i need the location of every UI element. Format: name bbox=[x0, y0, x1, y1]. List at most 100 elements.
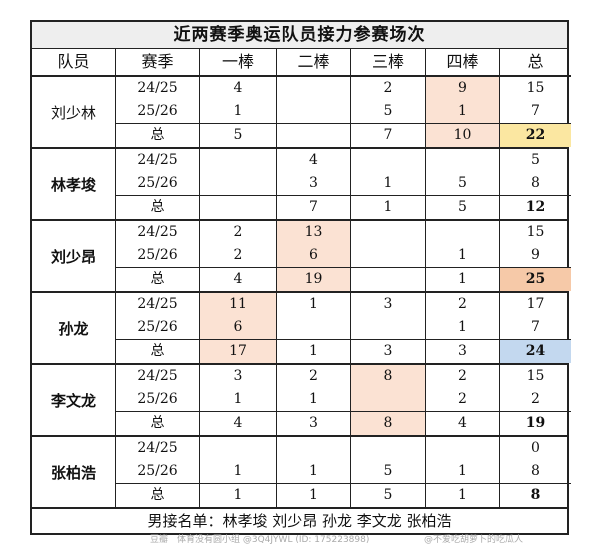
leg2-total: 3 bbox=[276, 411, 350, 435]
season-cell: 25/26 bbox=[115, 316, 199, 339]
leg3-cell bbox=[350, 437, 425, 460]
leg2-cell bbox=[276, 100, 350, 123]
leg3-cell bbox=[350, 316, 425, 339]
season-total-label: 总 bbox=[115, 411, 199, 435]
header-leg-4: 四棒 bbox=[425, 49, 499, 77]
leg3-cell: 5 bbox=[350, 460, 425, 483]
leg4-cell: 2 bbox=[425, 293, 499, 316]
player-block-sun-long: 孙龙 24/25 11 1 3 2 17 25/26 6 1 7 总 17 1 … bbox=[30, 293, 571, 365]
player-block-li-wenlong: 李文龙 24/25 3 2 8 2 15 25/26 1 1 2 2 总 4 3… bbox=[30, 365, 571, 437]
grand-total: 22 bbox=[499, 123, 571, 147]
total-cell: 0 bbox=[499, 437, 571, 460]
leg4-total: 5 bbox=[425, 195, 499, 219]
grand-total: 25 bbox=[499, 267, 571, 291]
leg1-cell bbox=[199, 149, 276, 172]
leg1-cell: 3 bbox=[199, 365, 276, 388]
leg1-cell: 6 bbox=[199, 316, 276, 339]
leg4-cell bbox=[425, 221, 499, 244]
season-cell: 25/26 bbox=[115, 460, 199, 483]
player-name: 孙龙 bbox=[58, 319, 89, 338]
leg1-total: 4 bbox=[199, 267, 276, 291]
leg2-cell: 3 bbox=[276, 172, 350, 195]
leg4-cell: 1 bbox=[425, 244, 499, 267]
leg3-total: 5 bbox=[350, 483, 425, 507]
total-cell: 5 bbox=[499, 149, 571, 172]
leg4-cell bbox=[425, 149, 499, 172]
leg1-total: 5 bbox=[199, 123, 276, 147]
leg3-total: 3 bbox=[350, 339, 425, 363]
leg3-cell: 5 bbox=[350, 100, 425, 123]
leg3-total: 1 bbox=[350, 195, 425, 219]
total-cell: 15 bbox=[499, 365, 571, 388]
header-season: 赛季 bbox=[115, 49, 199, 77]
player-name: 刘少林 bbox=[50, 103, 96, 122]
leg3-total: 8 bbox=[350, 411, 425, 435]
leg4-cell bbox=[425, 437, 499, 460]
season-cell: 24/25 bbox=[115, 149, 199, 172]
watermark-left: 豆瓣 体育没有圆小组 @3Q4JYWL (ID: 175223898) bbox=[150, 535, 370, 545]
season-total-label: 总 bbox=[115, 123, 199, 147]
total-cell: 15 bbox=[499, 77, 571, 100]
leg4-total: 3 bbox=[425, 339, 499, 363]
leg1-total: 1 bbox=[199, 483, 276, 507]
header-total: 总 bbox=[499, 49, 571, 77]
total-cell: 2 bbox=[499, 388, 571, 411]
leg3-cell: 3 bbox=[350, 293, 425, 316]
leg2-cell bbox=[276, 437, 350, 460]
leg1-cell: 1 bbox=[199, 100, 276, 123]
leg2-cell: 1 bbox=[276, 388, 350, 411]
header-leg-2: 二棒 bbox=[276, 49, 350, 77]
leg2-cell: 4 bbox=[276, 149, 350, 172]
player-name: 刘少昂 bbox=[50, 247, 96, 266]
season-cell: 24/25 bbox=[115, 365, 199, 388]
leg4-cell: 9 bbox=[425, 77, 499, 100]
leg3-cell: 1 bbox=[350, 172, 425, 195]
leg2-cell: 13 bbox=[276, 221, 350, 244]
leg3-cell: 8 bbox=[350, 365, 425, 388]
total-cell: 7 bbox=[499, 316, 571, 339]
leg3-cell bbox=[350, 221, 425, 244]
leg3-total: 7 bbox=[350, 123, 425, 147]
leg4-cell: 1 bbox=[425, 100, 499, 123]
leg2-cell: 2 bbox=[276, 365, 350, 388]
leg3-total bbox=[350, 267, 425, 291]
leg1-cell: 2 bbox=[199, 221, 276, 244]
leg2-total: 1 bbox=[276, 483, 350, 507]
leg1-cell: 4 bbox=[199, 77, 276, 100]
leg1-cell bbox=[199, 172, 276, 195]
leg2-cell: 1 bbox=[276, 293, 350, 316]
grand-total: 8 bbox=[499, 483, 571, 507]
grand-total: 24 bbox=[499, 339, 571, 363]
leg4-total: 1 bbox=[425, 267, 499, 291]
total-cell: 17 bbox=[499, 293, 571, 316]
leg1-cell: 1 bbox=[199, 460, 276, 483]
leg4-cell: 1 bbox=[425, 316, 499, 339]
leg4-cell: 2 bbox=[425, 388, 499, 411]
leg2-total bbox=[276, 123, 350, 147]
player-block-zhang-bohao: 张柏浩 24/25 0 25/26 1 1 5 1 8 总 1 1 5 1 8 bbox=[30, 437, 571, 509]
leg4-total: 4 bbox=[425, 411, 499, 435]
leg1-cell bbox=[199, 437, 276, 460]
relay-stats-table: 近两赛季奥运队员接力参赛场次 队员 赛季 一棒 二棒 三棒 四棒 总 刘少林 2… bbox=[30, 20, 571, 535]
player-block-liu-shaoang: 刘少昂 24/25 2 13 15 25/26 2 6 1 9 总 4 19 1… bbox=[30, 221, 571, 293]
header-leg-1: 一棒 bbox=[199, 49, 276, 77]
leg1-total bbox=[199, 195, 276, 219]
season-total-label: 总 bbox=[115, 195, 199, 219]
leg3-cell: 2 bbox=[350, 77, 425, 100]
leg2-cell bbox=[276, 77, 350, 100]
player-name: 林孝埈 bbox=[50, 175, 96, 194]
leg2-cell bbox=[276, 316, 350, 339]
season-cell: 25/26 bbox=[115, 388, 199, 411]
leg1-cell: 1 bbox=[199, 388, 276, 411]
season-total-label: 总 bbox=[115, 339, 199, 363]
leg1-cell: 2 bbox=[199, 244, 276, 267]
total-cell: 8 bbox=[499, 172, 571, 195]
player-name: 张柏浩 bbox=[50, 463, 96, 482]
leg3-cell bbox=[350, 388, 425, 411]
season-cell: 24/25 bbox=[115, 437, 199, 460]
leg2-cell: 1 bbox=[276, 460, 350, 483]
grand-total: 12 bbox=[499, 195, 571, 219]
leg4-cell: 2 bbox=[425, 365, 499, 388]
leg4-total: 1 bbox=[425, 483, 499, 507]
leg4-total: 10 bbox=[425, 123, 499, 147]
